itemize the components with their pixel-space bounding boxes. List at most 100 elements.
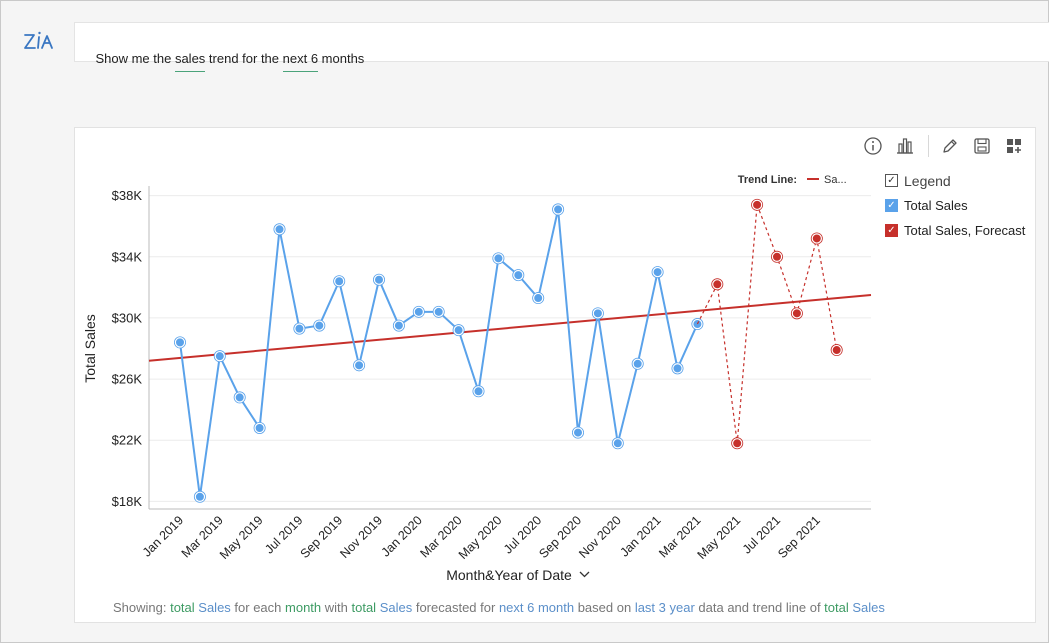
total-sales-point <box>393 319 405 332</box>
total-sales-point-ring <box>392 319 405 332</box>
total-sales-point <box>572 426 584 439</box>
total-sales-point <box>472 385 485 397</box>
x-tick-label: May 2021 <box>695 513 744 562</box>
description-part[interactable]: total <box>824 600 853 615</box>
query-part: trend for the <box>205 51 283 66</box>
total-sales-point <box>313 319 325 332</box>
description-part[interactable]: last 3 year <box>634 600 695 615</box>
total-sales-series-line <box>179 208 699 498</box>
total-sales-point <box>651 266 664 278</box>
total-sales-point-ring <box>253 421 266 434</box>
dashboard-icon <box>1007 139 1021 153</box>
total-sales-point <box>453 324 465 336</box>
x-tick-label: Sep 2019 <box>298 513 346 561</box>
total-sales-point <box>194 491 206 503</box>
y-tick-label: $18K <box>112 494 143 509</box>
total-sales-point-ring <box>432 305 445 318</box>
legend-checkbox-forecast[interactable]: ✓ <box>885 224 898 237</box>
forecast-point <box>831 344 843 356</box>
total-sales-point <box>671 362 684 374</box>
description-part: based on <box>574 600 635 615</box>
legend-checkbox-total-sales[interactable]: ✓ <box>885 199 898 212</box>
total-sales-point-ring <box>273 223 286 236</box>
legend-toggle[interactable]: ✓ Legend <box>885 168 1025 193</box>
total-sales-point <box>214 350 226 362</box>
trend-line <box>148 294 872 362</box>
zia-logo-icon <box>24 31 53 49</box>
total-sales-point-ring <box>412 305 425 318</box>
forecast-point-ring <box>731 437 744 450</box>
y-tick-label: $34K <box>112 249 143 264</box>
total-sales-point <box>413 306 425 318</box>
total-sales-point-ring <box>631 357 644 370</box>
forecast-point <box>811 232 823 245</box>
forecast-series-line <box>696 204 838 444</box>
chart-description: Showing: total Sales for each month with… <box>113 600 885 615</box>
info-icon <box>864 137 882 155</box>
query-input[interactable]: Show me the sales trend for the next 6 m… <box>74 22 1049 66</box>
y-tick-label: $30K <box>112 310 143 325</box>
y-tick-label: $38K <box>112 188 143 203</box>
description-part: forecasted for <box>412 600 499 615</box>
chart-type-button[interactable] <box>892 134 918 158</box>
legend-checkbox[interactable]: ✓ <box>885 174 898 187</box>
chart-toolbar <box>854 134 1027 158</box>
total-sales-point-ring <box>213 350 226 363</box>
edit-icon <box>943 139 957 153</box>
total-sales-point <box>532 292 544 304</box>
x-tick-label: Nov 2020 <box>576 513 624 561</box>
x-tick-label: Sep 2020 <box>536 513 584 561</box>
edit-button[interactable] <box>937 134 963 158</box>
total-sales-point <box>592 307 604 319</box>
query-part: months <box>318 51 365 66</box>
description-part[interactable]: Sales <box>198 600 231 615</box>
forecast-point-ring <box>830 344 843 357</box>
description-part[interactable]: month <box>285 600 322 615</box>
description-part[interactable]: next 6 month <box>498 600 575 615</box>
add-to-dashboard-button[interactable] <box>1001 134 1027 158</box>
forecast-point-ring <box>810 232 823 245</box>
total-sales-point-ring <box>492 252 505 265</box>
legend-item-total-sales[interactable]: ✓ Total Sales <box>885 193 1025 218</box>
total-sales-point <box>293 323 305 335</box>
total-sales-point-ring <box>233 391 246 404</box>
forecast-point <box>751 199 763 211</box>
info-button[interactable] <box>860 134 886 158</box>
trend-line-legend-series: Sa... <box>824 174 847 186</box>
legend-item-total-sales-forecast[interactable]: ✓ Total Sales, Forecast <box>885 218 1025 243</box>
description-part[interactable]: total <box>170 600 199 615</box>
total-sales-point-ring <box>174 336 187 349</box>
legend-label: Total Sales <box>904 198 968 213</box>
forecast-point <box>731 437 743 449</box>
forecast-point <box>711 278 723 290</box>
chart-legend: ✓ Legend ✓ Total Sales ✓ Total Sales, Fo… <box>885 168 1025 243</box>
description-part[interactable]: total <box>351 600 380 615</box>
x-tick-label: Jan 2019 <box>140 513 186 559</box>
description-part: for each <box>230 600 286 615</box>
total-sales-point-ring <box>353 359 366 372</box>
description-part: data and trend line of <box>694 600 825 615</box>
total-sales-point-ring <box>591 307 604 320</box>
y-axis-title: Total Sales <box>82 314 98 382</box>
x-tick-label: May 2020 <box>456 513 505 562</box>
query-keyword-next-6: next 6 <box>282 51 319 66</box>
total-sales-point <box>333 275 345 287</box>
description-part[interactable]: Sales <box>379 600 413 615</box>
legend-label: Total Sales, Forecast <box>904 223 1026 238</box>
save-icon <box>974 138 990 154</box>
forecast-point-ring <box>711 278 724 291</box>
forecast-point-ring <box>771 250 784 263</box>
description-part: Showing: <box>113 600 171 615</box>
forecast-point <box>791 307 803 319</box>
x-tick-label: Jan 2021 <box>617 513 663 559</box>
total-sales-point <box>512 269 524 281</box>
total-sales-point-ring <box>472 385 485 398</box>
save-button[interactable] <box>969 134 995 158</box>
trend-line-legend-label: Trend Line: <box>738 174 797 186</box>
legend-title: Legend <box>904 172 951 189</box>
description-part[interactable]: Sales <box>852 600 885 615</box>
query-text: Show me the sales trend for the next 6 m… <box>81 36 364 81</box>
y-tick-label: $22K <box>112 433 143 448</box>
description-part: with <box>321 600 352 615</box>
